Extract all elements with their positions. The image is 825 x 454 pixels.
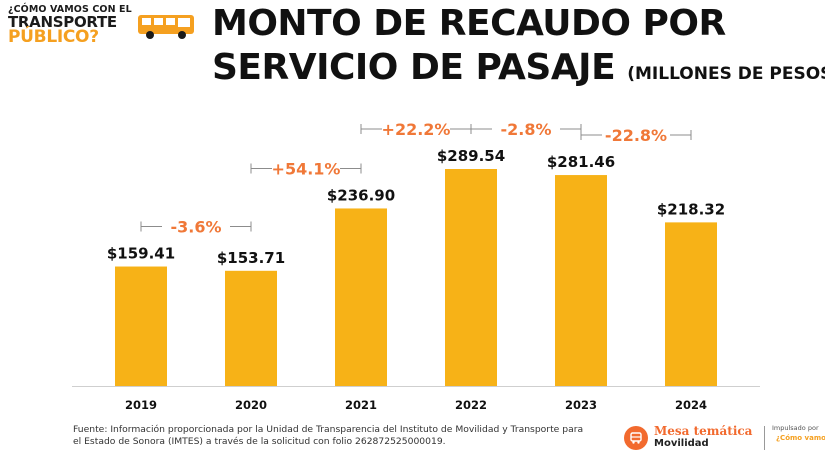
bar-2024 xyxy=(665,222,717,386)
change-label-2020-2021: +54.1% xyxy=(272,159,341,178)
source-line-1: Fuente: Información proporcionada por la… xyxy=(73,424,584,435)
bar-2019 xyxy=(115,266,167,386)
value-label-2024: $218.32 xyxy=(657,200,725,218)
change-label-2022-2023: -2.8% xyxy=(500,120,551,139)
change-label-2023-2024: -22.8% xyxy=(605,126,667,145)
change-label-2021-2022: +22.2% xyxy=(382,120,451,139)
tick-label-2023: 2023 xyxy=(565,398,597,412)
value-label-2020: $153.71 xyxy=(217,249,285,267)
chart-title: MONTO DE RECAUDO POR SERVICIO DE PASAJE … xyxy=(212,2,825,96)
bar-2021 xyxy=(335,208,387,386)
value-label-2023: $281.46 xyxy=(547,153,615,171)
change-label-2019-2020: -3.6% xyxy=(170,218,221,237)
brand-divider xyxy=(764,426,765,450)
brand-topic: Movilidad xyxy=(654,438,709,449)
tick-label-2019: 2019 xyxy=(125,398,157,412)
value-label-2021: $236.90 xyxy=(327,186,395,204)
title-line-2-text: SERVICIO DE PASAJE xyxy=(212,47,616,88)
sponsor-name: ¿Cómo vamos? xyxy=(776,434,825,442)
value-label-2022: $289.54 xyxy=(437,147,505,165)
sponsor-label: Impulsado por xyxy=(772,424,819,432)
bar-2020 xyxy=(225,270,277,386)
logo-line-2: TRANSPORTE xyxy=(8,13,117,31)
bar-2022 xyxy=(445,169,497,386)
title-unit: (MILLONES DE PESOS) xyxy=(627,64,825,84)
source-note: Fuente: Información proporcionada por la… xyxy=(73,424,633,448)
source-line-2: el Estado de Sonora (IMTES) a través de … xyxy=(73,436,446,447)
bus-icon xyxy=(138,15,194,39)
value-label-2019: $159.41 xyxy=(107,245,175,263)
logo-line-3: PÚBLICO? xyxy=(8,27,99,47)
title-line-2: SERVICIO DE PASAJE (MILLONES DE PESOS) xyxy=(212,46,825,96)
tick-label-2020: 2020 xyxy=(235,398,267,412)
brand-name: Mesa temática xyxy=(654,424,753,438)
title-line-1: MONTO DE RECAUDO POR xyxy=(212,3,726,44)
logo: ¿CÓMO VAMOS CON EL TRANSPORTE PÚBLICO? xyxy=(6,4,196,48)
bus-circle-icon xyxy=(624,426,648,450)
tick-label-2024: 2024 xyxy=(675,398,707,412)
tick-label-2021: 2021 xyxy=(345,398,377,412)
bar-2023 xyxy=(555,175,607,386)
logo-line-1: ¿CÓMO VAMOS CON EL xyxy=(8,4,132,15)
tick-label-2022: 2022 xyxy=(455,398,487,412)
brand-block: Mesa temática Movilidad Impulsado por ¿C… xyxy=(624,424,825,454)
